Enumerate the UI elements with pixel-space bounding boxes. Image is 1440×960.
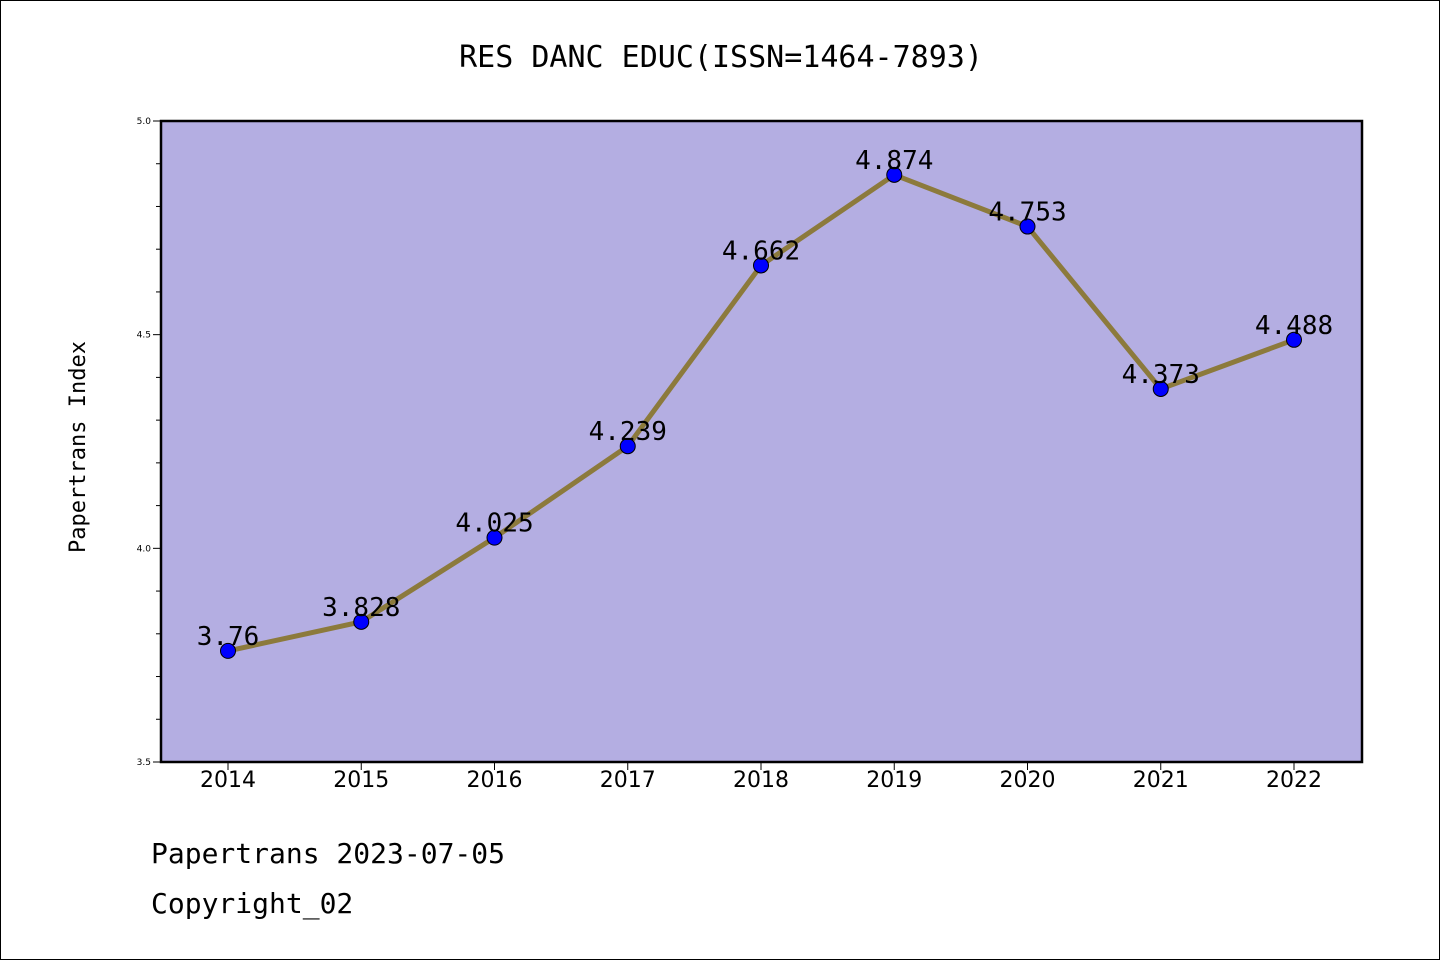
data-label: 3.828: [322, 593, 400, 623]
plot-area: [161, 121, 1362, 762]
x-tick-label: 2020: [1000, 768, 1056, 793]
data-label: 4.662: [722, 236, 800, 266]
x-tick-label: 2022: [1266, 768, 1322, 793]
series-markers: [220, 166, 1302, 659]
data-point: [1152, 380, 1169, 397]
data-label: 4.373: [1122, 360, 1200, 390]
x-tick-label: 2018: [733, 768, 789, 793]
data-point: [353, 613, 370, 630]
data-point: [220, 642, 236, 659]
y-tick-label: 4.5: [137, 331, 151, 341]
data-point: [1286, 331, 1302, 348]
plot-border: [159, 119, 1364, 764]
x-tick-label: 2015: [333, 768, 389, 793]
data-point: [1019, 218, 1036, 235]
axis-ticks: 3.5 4.0 4.5 5.0 2014 2015 2016 2017 2018 2019 2020…: [137, 117, 1322, 793]
data-point: [486, 529, 503, 546]
y-tick-label: 4.0: [137, 544, 152, 554]
x-tick-label: 2016: [467, 768, 523, 793]
data-point: [886, 166, 903, 183]
data-point: [753, 257, 769, 274]
x-tick-label: 2019: [866, 768, 922, 793]
data-point: [619, 438, 636, 455]
x-tick-label: 2021: [1133, 768, 1189, 793]
y-tick-label: 3.5: [137, 758, 151, 768]
data-label: 4.753: [988, 198, 1066, 228]
y-axis-label: Papertrans Index: [66, 341, 91, 553]
chart-title: RES DANC EDUC(ISSN=1464-7893): [459, 40, 983, 75]
footer-copyright: Copyright_02: [151, 887, 354, 920]
footer-date: Papertrans 2023-07-05: [151, 837, 506, 870]
y-tick-label: 5.0: [137, 117, 152, 127]
data-label: 4.025: [455, 509, 533, 539]
data-label: 3.76: [197, 622, 260, 652]
data-label: 4.874: [855, 146, 933, 176]
data-label: 4.239: [589, 417, 667, 447]
x-tick-label: 2017: [600, 768, 656, 793]
data-labels: 3.76 3.828 4.025 4.239 4.662 4.874 4.753 4.373 4…: [197, 146, 1333, 652]
data-label: 4.488: [1255, 311, 1333, 341]
x-tick-label: 2014: [200, 768, 256, 793]
